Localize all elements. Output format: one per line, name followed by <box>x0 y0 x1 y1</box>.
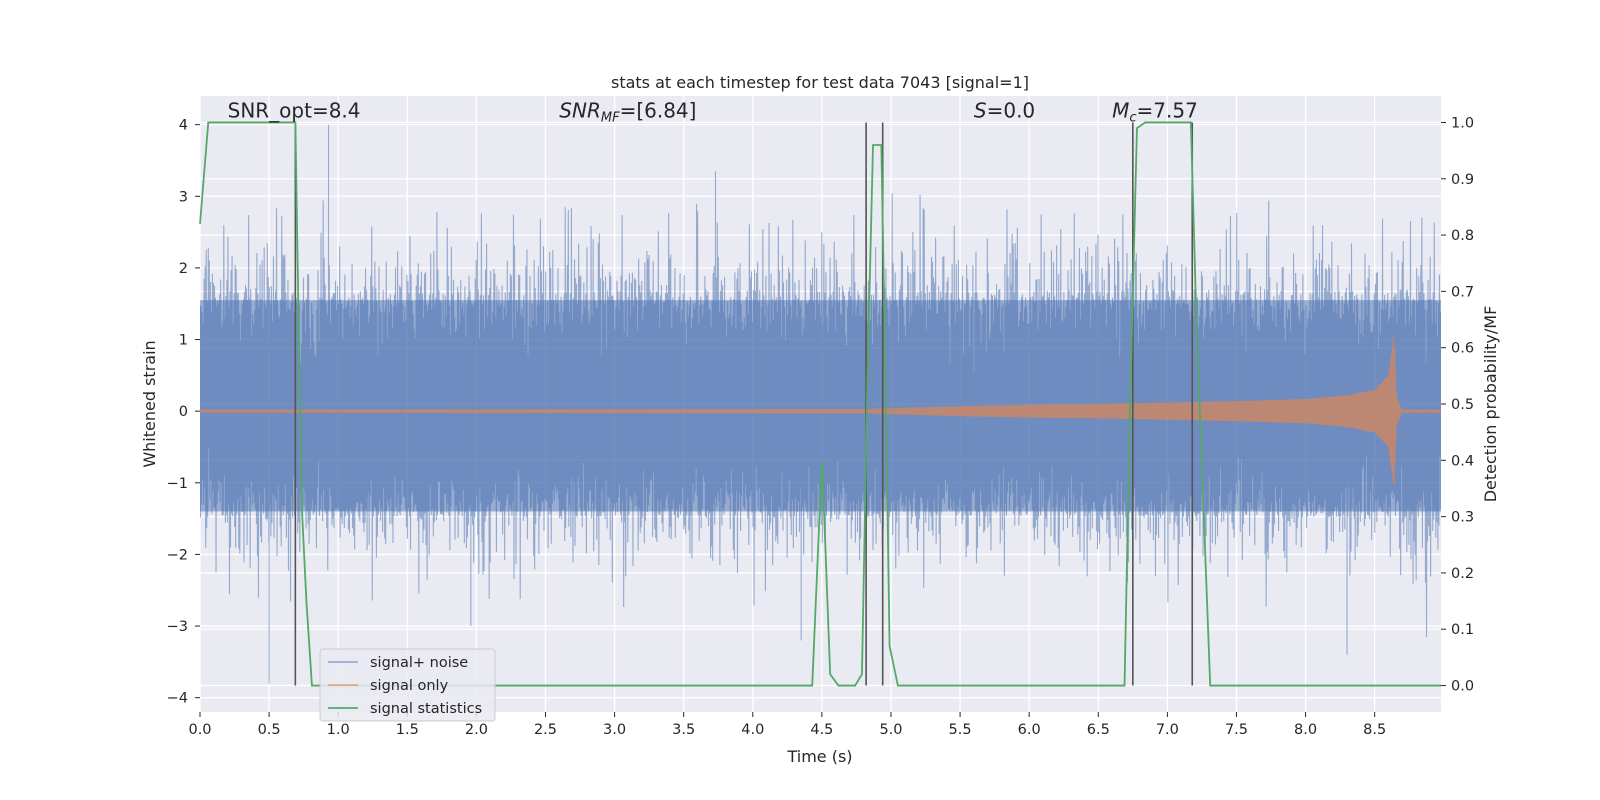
x-tick-label: 4.0 <box>741 722 764 738</box>
x-tick-label: 2.5 <box>534 722 557 738</box>
annotation: SNRMF=[6.84] <box>559 98 696 125</box>
series-signal-noise <box>200 124 1441 684</box>
x-tick-label: 2.0 <box>465 722 488 738</box>
legend-label-signal-statistics: signal statistics <box>370 701 482 717</box>
series-signal-statistics <box>199 121 1441 687</box>
legend-label-signal-noise: signal+ noise <box>370 655 468 671</box>
axes: 0.0 0.5 1.0 1.5 2.0 2.5 3.0 3.5 4.0 4.5 5.0 5.5 6.0 6… <box>167 115 1474 738</box>
vertical-markers <box>199 121 1441 687</box>
y-tick-label: −2 <box>167 547 188 563</box>
y2-tick-label: 0.6 <box>1451 341 1474 357</box>
y2-tick-label: 0.1 <box>1451 622 1474 638</box>
x-tick-label: 1.0 <box>327 722 350 738</box>
x-axis-label: Time (s) <box>786 747 852 766</box>
x-tick-label: 1.5 <box>396 722 419 738</box>
y2-tick-label: 0.7 <box>1451 284 1474 300</box>
x-tick-label: 3.5 <box>672 722 695 738</box>
x-tick-label: 3.0 <box>603 722 626 738</box>
x-tick-label: 0.5 <box>258 722 281 738</box>
x-tick-label: 5.5 <box>949 722 972 738</box>
y-tick-label: −3 <box>167 619 188 635</box>
y-tick-label: 2 <box>179 261 188 277</box>
chart-title: stats at each timestep for test data 704… <box>611 73 1029 92</box>
x-tick-label: 0.0 <box>188 722 211 738</box>
annotation: Mc=7.57 <box>1112 98 1198 125</box>
x-tick-label: 8.5 <box>1363 722 1386 738</box>
y-tick-label: 1 <box>179 333 188 349</box>
y2-tick-label: 0.2 <box>1451 566 1474 582</box>
y2-tick-label: 0.8 <box>1451 228 1474 244</box>
y-tick-label: 0 <box>179 404 188 420</box>
y-tick-label: −4 <box>167 691 188 707</box>
y-axis-label: Whitened strain <box>140 340 159 467</box>
y2-axis-label: Detection probability/MF <box>1481 306 1500 503</box>
x-tick-label: 6.0 <box>1018 722 1041 738</box>
y2-tick-label: 0.4 <box>1451 453 1474 469</box>
y-tick-label: 4 <box>179 118 188 134</box>
y-tick-label: 3 <box>179 189 188 205</box>
x-tick-label: 6.5 <box>1087 722 1110 738</box>
y2-tick-label: 1.0 <box>1451 115 1474 131</box>
y2-tick-label: 0.5 <box>1451 397 1474 413</box>
annotation: SNR_opt=8.4 <box>228 98 361 122</box>
legend: signal+ noise signal only signal statist… <box>319 648 496 722</box>
x-tick-label: 7.5 <box>1225 722 1248 738</box>
series-signal-only <box>200 334 1441 486</box>
legend-label-signal-only: signal only <box>370 678 449 694</box>
y-tick-label: −1 <box>167 476 188 492</box>
y2-tick-label: 0.0 <box>1451 679 1474 695</box>
annotation: S=0.0 <box>974 98 1035 122</box>
annotations: SNR_opt=8.4 SNRMF=[6.84] S=0.0 Mc=7.57 <box>228 98 1198 125</box>
y2-tick-label: 0.3 <box>1451 510 1474 526</box>
x-tick-label: 4.5 <box>810 722 833 738</box>
x-tick-label: 5.0 <box>879 722 902 738</box>
legend-box <box>319 648 496 722</box>
x-tick-label: 7.0 <box>1156 722 1179 738</box>
y2-tick-label: 0.9 <box>1451 172 1474 188</box>
x-tick-label: 8.0 <box>1294 722 1317 738</box>
